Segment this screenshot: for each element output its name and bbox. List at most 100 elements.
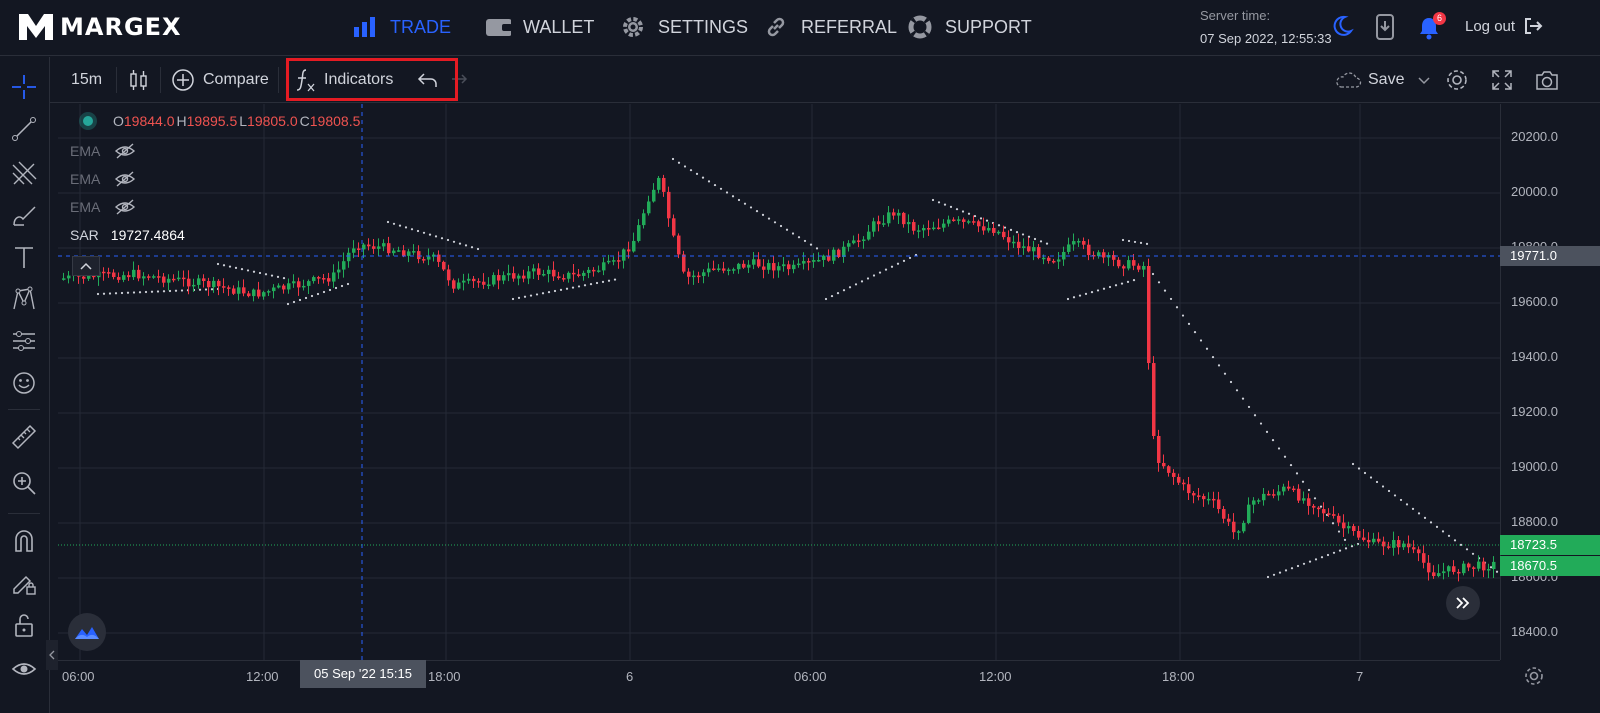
redo-icon bbox=[452, 74, 468, 84]
fullscreen-button[interactable] bbox=[1490, 67, 1514, 93]
indicators-label: Indicators bbox=[324, 71, 394, 88]
pencil-lock-icon bbox=[13, 575, 36, 595]
lifebuoy-icon bbox=[907, 14, 933, 40]
toolbar-divider bbox=[160, 67, 161, 93]
cloud-icon bbox=[1336, 72, 1362, 88]
chevron-left-icon bbox=[49, 650, 55, 660]
eye-hidden-icon[interactable] bbox=[114, 198, 136, 216]
interval-button[interactable]: 15m bbox=[71, 67, 102, 93]
toggle-toolbar-button[interactable] bbox=[46, 640, 58, 670]
toolbar-divider bbox=[8, 513, 40, 514]
scroll-to-realtime-button[interactable] bbox=[1446, 586, 1480, 620]
toolbar-divider bbox=[8, 409, 40, 410]
eye-icon bbox=[11, 663, 37, 675]
collapse-legend-button[interactable] bbox=[72, 256, 100, 276]
brush-tool[interactable] bbox=[8, 199, 40, 231]
logout-label: Log out bbox=[1465, 17, 1516, 35]
function-icon bbox=[296, 69, 315, 92]
brand-watermark-button[interactable] bbox=[68, 613, 106, 651]
ema-label: EMA bbox=[70, 199, 101, 215]
emoji-tool[interactable] bbox=[8, 367, 40, 399]
eye-hidden-icon[interactable] bbox=[114, 142, 136, 160]
nav-trade[interactable]: TRADE bbox=[352, 12, 451, 42]
ruler-icon bbox=[11, 424, 37, 450]
visibility-tool[interactable] bbox=[8, 653, 40, 685]
chart-type-button[interactable] bbox=[128, 67, 150, 93]
smiley-icon bbox=[13, 372, 35, 394]
gear-icon bbox=[1447, 70, 1467, 90]
ema-legend-1[interactable]: EMA bbox=[70, 142, 136, 160]
wallet-icon bbox=[485, 14, 511, 40]
time-axis-label: 18:00 bbox=[428, 669, 461, 684]
logout-button[interactable]: Log out bbox=[1465, 17, 1543, 35]
mobile-app-button[interactable] bbox=[1375, 14, 1395, 45]
nav-trade-label: TRADE bbox=[390, 16, 452, 37]
pitchfork-tool[interactable] bbox=[8, 157, 40, 189]
undo-button[interactable] bbox=[416, 67, 440, 93]
compare-button[interactable]: Compare bbox=[171, 67, 269, 93]
ema-label: EMA bbox=[70, 171, 101, 187]
theme-toggle[interactable] bbox=[1330, 14, 1354, 43]
bar-chart-icon bbox=[352, 14, 378, 40]
nav-wallet[interactable]: WALLET bbox=[485, 12, 594, 42]
time-axis-label: 12:00 bbox=[979, 669, 1012, 684]
time-axis-label: 06:00 bbox=[62, 669, 95, 684]
open-key: O bbox=[113, 113, 124, 129]
wave-logo-icon bbox=[75, 627, 99, 639]
ohlc-legend: O 19844.0 H 19895.5 L 19805.0 C 19808.5 bbox=[78, 113, 362, 129]
magnet-tool[interactable] bbox=[8, 525, 40, 557]
nav-referral[interactable]: REFERRAL bbox=[763, 12, 897, 42]
candlestick-series bbox=[62, 174, 1496, 582]
sar-legend[interactable]: SAR 19727.4864 bbox=[70, 227, 185, 243]
phone-icon bbox=[1376, 14, 1394, 40]
crosshair-tool[interactable] bbox=[8, 71, 40, 103]
eye-hidden-icon[interactable] bbox=[114, 170, 136, 188]
save-button[interactable]: Save bbox=[1334, 67, 1432, 93]
price-axis-label: 19000.0 bbox=[1511, 459, 1558, 474]
nav-support-label: SUPPORT bbox=[945, 16, 1032, 37]
price-axis-label: 20000.0 bbox=[1511, 184, 1558, 199]
nav-support[interactable]: SUPPORT bbox=[907, 12, 1032, 42]
lock-drawing-tool[interactable] bbox=[8, 567, 40, 599]
nav-referral-label: REFERRAL bbox=[801, 16, 898, 37]
ema-legend-3[interactable]: EMA bbox=[70, 198, 136, 216]
prediction-tool[interactable] bbox=[8, 325, 40, 357]
time-axis-label: 18:00 bbox=[1162, 669, 1195, 684]
nav-wallet-label: WALLET bbox=[523, 16, 595, 37]
chart-settings-button[interactable] bbox=[1444, 67, 1470, 93]
price-axis-label: 18400.0 bbox=[1511, 624, 1558, 639]
measure-tool[interactable] bbox=[8, 421, 40, 453]
price-chart[interactable] bbox=[58, 104, 1500, 660]
indicators-button[interactable]: Indicators bbox=[294, 67, 393, 93]
time-axis[interactable]: 06:00 12:00 18:00 6 06:00 12:00 18:00 7 bbox=[58, 660, 1500, 696]
candles-icon bbox=[130, 70, 147, 90]
lock-all-tool[interactable] bbox=[8, 609, 40, 641]
price-axis[interactable]: 20200.020000.019800.019600.019400.019200… bbox=[1500, 104, 1600, 660]
add-circle-icon bbox=[172, 69, 194, 91]
fullscreen-icon bbox=[1492, 70, 1512, 90]
zoom-in-icon bbox=[13, 472, 36, 495]
screenshot-button[interactable] bbox=[1534, 67, 1560, 93]
nav-settings-label: SETTINGS bbox=[658, 16, 749, 37]
chart-settings-gear[interactable] bbox=[1522, 664, 1546, 693]
time-axis-label: 6 bbox=[626, 669, 634, 684]
gear-icon bbox=[620, 14, 646, 40]
nav-settings[interactable]: SETTINGS bbox=[620, 12, 748, 42]
close-value: 19808.5 bbox=[309, 113, 361, 129]
crosshair-time-label: 05 Sep '22 15:15 bbox=[300, 660, 426, 688]
margex-logo[interactable]: MARGEX bbox=[18, 12, 182, 42]
link-icon bbox=[763, 14, 789, 40]
notifications-button[interactable]: 6 bbox=[1418, 12, 1446, 45]
text-tool[interactable] bbox=[8, 241, 40, 273]
ema-legend-2[interactable]: EMA bbox=[70, 170, 136, 188]
top-navigation: MARGEX TRADE WALLET SETTINGS REFERRAL SU… bbox=[0, 0, 1600, 56]
trendline-tool[interactable] bbox=[8, 113, 40, 145]
sliders-icon bbox=[13, 331, 35, 351]
server-time-label: Server time: bbox=[1200, 8, 1271, 23]
zoom-in-tool[interactable] bbox=[8, 467, 40, 499]
pitchfork-icon bbox=[12, 161, 37, 185]
save-label: Save bbox=[1368, 71, 1405, 88]
pattern-tool[interactable] bbox=[8, 283, 40, 315]
redo-button[interactable] bbox=[450, 67, 470, 93]
price-axis-label: 19200.0 bbox=[1511, 404, 1558, 419]
